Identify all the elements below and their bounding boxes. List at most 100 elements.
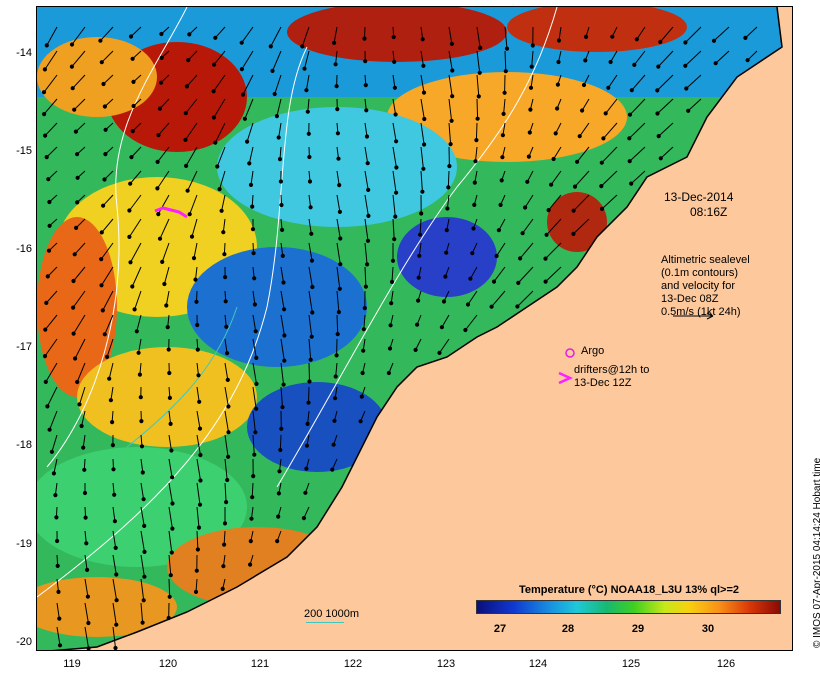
velocity-arrow-head [583, 58, 588, 63]
velocity-arrow [248, 146, 254, 164]
velocity-arrow [196, 386, 200, 402]
velocity-arrow-head [183, 111, 188, 116]
velocity-arrow [660, 146, 674, 159]
velocity-arrow [168, 554, 172, 576]
velocity-arrow [140, 578, 145, 601]
velocity-arrow-head [388, 323, 393, 328]
velocity-arrow-head [504, 46, 510, 51]
velocity-arrow-head [300, 44, 305, 49]
velocity-arrow [102, 290, 114, 311]
velocity-arrow [301, 26, 310, 47]
velocity-arrow [475, 122, 478, 141]
velocity-arrow-head [491, 279, 497, 284]
velocity-arrow [161, 242, 170, 263]
velocity-arrow [517, 266, 534, 284]
velocity-arrow-head [239, 67, 244, 72]
velocity-arrow [185, 98, 198, 114]
velocity-arrow-head [140, 470, 145, 475]
velocity-arrow [82, 434, 86, 448]
velocity-arrow-head [472, 202, 477, 207]
velocity-arrow-head [686, 108, 691, 113]
velocity-arrow-head [70, 86, 75, 91]
velocity-arrow-head [365, 161, 370, 166]
velocity-arrow-head [252, 452, 257, 457]
velocity-arrow-head [361, 348, 366, 353]
velocity-arrow-head [335, 131, 340, 136]
velocity-arrow-head [142, 574, 147, 579]
velocity-arrow-head [85, 594, 91, 599]
velocity-arrow-head [71, 305, 76, 310]
velocity-arrow-head [136, 350, 141, 355]
velocity-arrow-head [416, 298, 421, 303]
velocity-arrow-head [575, 159, 580, 164]
velocity-arrow-head [476, 94, 481, 99]
velocity-arrow-head [471, 226, 476, 231]
velocity-arrow [280, 242, 284, 256]
velocity-arrow-head [420, 37, 425, 42]
velocity-arrow [553, 146, 562, 160]
velocity-arrow-head [416, 275, 421, 280]
altimetry-note: Altimetric sealevel (0.1m contours) and … [661, 254, 750, 319]
velocity-arrow-head [282, 307, 287, 312]
velocity-arrow [47, 266, 58, 277]
velocity-arrow [252, 410, 256, 433]
velocity-arrow [241, 50, 254, 70]
velocity-arrow [106, 338, 114, 358]
velocity-arrow [186, 74, 198, 87]
velocity-arrow-head [183, 137, 188, 142]
velocity-arrow-head [168, 573, 173, 578]
velocity-arrow-head [572, 184, 578, 189]
velocity-arrow-head [222, 521, 228, 526]
velocity-arrow-head [529, 64, 534, 69]
velocity-arrow-head [252, 276, 257, 281]
velocity-arrow-head [336, 156, 341, 161]
velocity-arrow-head [114, 572, 119, 577]
velocity-arrow [336, 314, 339, 335]
velocity-arrow-head [711, 38, 717, 43]
velocity-arrow [504, 26, 508, 49]
velocity-arrow-head [599, 206, 605, 211]
velocity-arrow-head [73, 356, 78, 361]
velocity-arrow-head [254, 406, 259, 411]
velocity-arrow [558, 26, 562, 41]
velocity-arrow [476, 98, 479, 119]
sealevel-contour [46, 7, 188, 468]
velocity-arrow-head [82, 467, 87, 472]
velocity-arrow-head [392, 237, 397, 242]
velocity-arrow-head [360, 370, 365, 376]
velocity-arrow-head [608, 59, 613, 65]
velocity-arrow [522, 218, 534, 234]
velocity-arrow [270, 26, 282, 47]
velocity-arrows [41, 26, 758, 650]
velocity-arrow-head [629, 88, 634, 93]
velocity-arrow-head [421, 166, 426, 171]
colorbar-title: Temperature (°C) NOAA18_L3U 13% ql>=2 [519, 584, 739, 596]
velocity-arrow-head [465, 302, 471, 307]
velocity-arrow [336, 242, 341, 265]
velocity-arrow-head [85, 567, 90, 573]
velocity-arrow [420, 74, 425, 93]
velocity-arrow-head [51, 471, 56, 476]
velocity-arrow [187, 50, 198, 61]
depth-legend-line [306, 622, 344, 623]
velocity-arrow-head [713, 61, 718, 66]
velocity-arrow-head [49, 449, 54, 454]
velocity-arrow-head [128, 181, 133, 186]
velocity-arrow [112, 506, 116, 522]
velocity-arrow-head [601, 136, 606, 141]
velocity-arrow-head [194, 299, 199, 304]
argo-marker [565, 348, 575, 358]
velocity-arrow-head [248, 182, 254, 187]
velocity-arrow [308, 338, 312, 360]
velocity-arrow-head [194, 568, 199, 573]
velocity-arrow [196, 506, 200, 528]
velocity-arrow-head [128, 34, 134, 39]
velocity-arrow [628, 122, 646, 139]
velocity-arrow-head [249, 516, 254, 521]
velocity-arrow-head [270, 68, 275, 74]
velocity-arrow-head [195, 347, 200, 352]
velocity-arrow-head [478, 45, 483, 51]
velocity-arrow [224, 386, 229, 407]
velocity-arrow-head [599, 160, 604, 165]
velocity-arrow-head [215, 164, 220, 169]
